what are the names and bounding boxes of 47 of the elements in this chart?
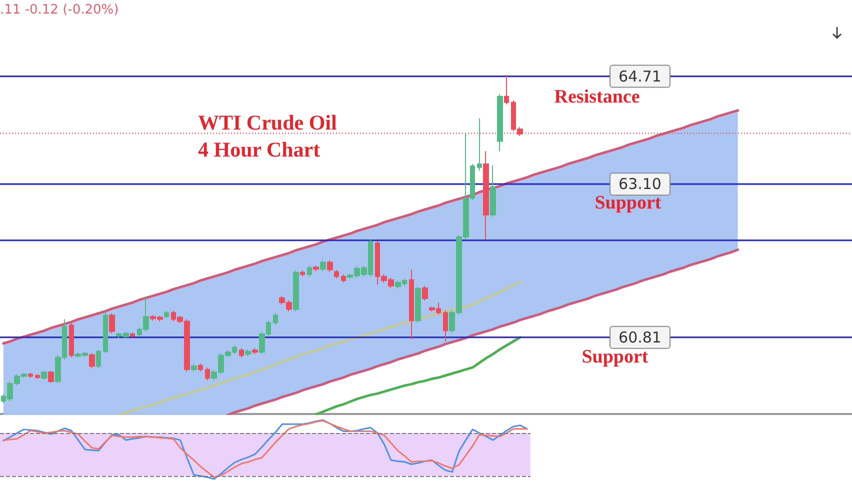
candlestick (409, 269, 414, 340)
y-tick-label: 60.81 (618, 328, 662, 346)
annotation: Support (582, 346, 649, 368)
candlestick (130, 332, 135, 338)
candlestick (490, 164, 496, 218)
line-series (118, 280, 522, 415)
candlestick (28, 372, 33, 378)
candlestick (483, 150, 489, 240)
candlestick (109, 312, 115, 334)
candlestick (443, 310, 448, 342)
line-series (226, 248, 740, 415)
annotation: Support (594, 192, 662, 214)
candlestick (273, 312, 278, 326)
candlestick (307, 265, 312, 277)
candlestick (313, 265, 319, 272)
candlestick (35, 374, 40, 380)
candlestick (320, 260, 326, 272)
candlestick (41, 370, 47, 380)
candlestick (245, 348, 251, 357)
candlestick (504, 74, 509, 105)
candlestick (300, 270, 305, 277)
candlestick (477, 118, 482, 172)
annotation: .11 -0.12 (-0.20%) (0, 2, 119, 18)
candlestick (96, 350, 101, 369)
candlestick (422, 285, 428, 302)
candlestick (198, 362, 203, 372)
candlestick (239, 348, 244, 358)
candlestick (415, 286, 421, 324)
line-series (2, 109, 740, 345)
candlestick (334, 269, 339, 279)
candlestick (191, 364, 197, 372)
candlestick (252, 348, 258, 355)
candlestick (497, 94, 503, 152)
y-tick-label: 64.71 (618, 67, 662, 86)
candlestick (205, 366, 210, 381)
line-series (314, 336, 522, 415)
candlestick (103, 310, 108, 354)
candlestick (164, 310, 169, 318)
text: WTI Crude Oil 4 Hour Chart (198, 110, 338, 162)
candlestick (327, 260, 333, 272)
annotation: Resistance (554, 86, 640, 108)
candlestick (48, 370, 54, 384)
y-tick-label: 63.10 (618, 175, 662, 194)
candlestick (341, 274, 346, 283)
candlestick (89, 352, 95, 369)
candlestick (69, 322, 74, 358)
candlestick (293, 270, 299, 312)
